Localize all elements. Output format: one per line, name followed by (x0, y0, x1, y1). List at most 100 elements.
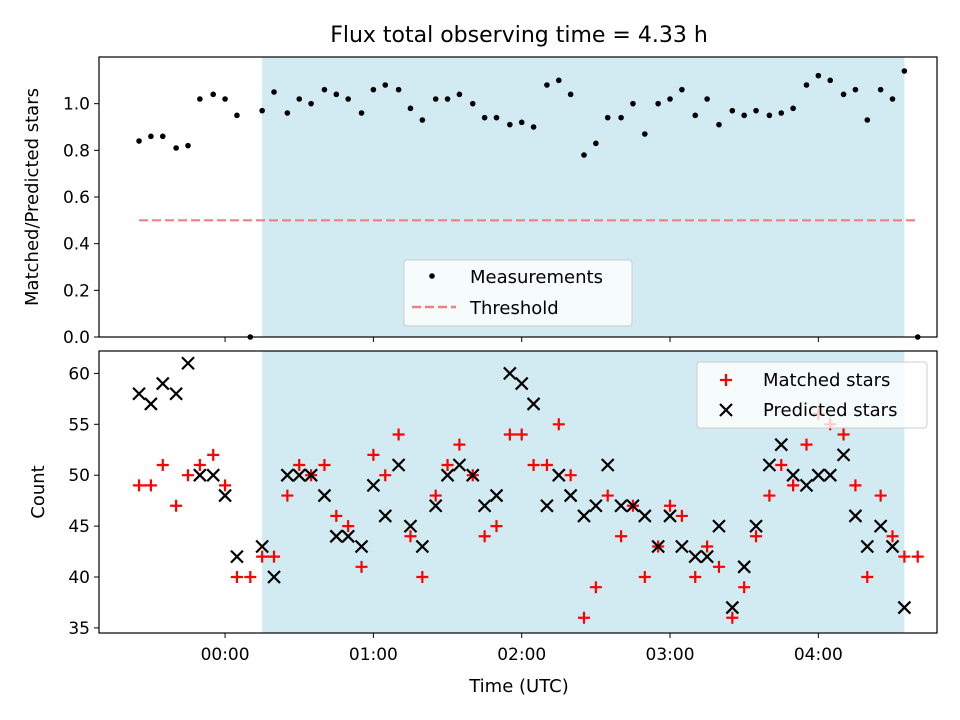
bottom-y-axis: 35 40 45 50 55 60 (68, 364, 99, 639)
measurement-point (469, 100, 476, 107)
matched-star-point (527, 459, 540, 472)
measurement-point (877, 86, 884, 93)
predicted-star-point (193, 468, 207, 482)
matched-star-point (515, 428, 528, 441)
measurement-point (766, 112, 773, 119)
measurement-point (889, 96, 896, 102)
matched-star-point (849, 479, 862, 492)
predicted-star-point (577, 509, 591, 523)
y-tick-label: 0.2 (63, 281, 90, 301)
matched-star-point (763, 489, 776, 502)
predicted-star-point (600, 458, 615, 472)
measurement-point (803, 82, 810, 88)
measurement-point (382, 82, 389, 88)
predicted-star-point (675, 539, 689, 554)
predicted-star-point (181, 356, 195, 370)
measurement-point (667, 96, 673, 102)
matched-star-point (156, 459, 169, 472)
predicted-star-point (267, 570, 281, 584)
matched-star-point (367, 448, 380, 461)
matched-star-point (429, 489, 442, 502)
x-axis-label: Time (UTC) (468, 676, 569, 697)
predicted-star-point (836, 448, 851, 462)
measurement-point (159, 133, 166, 140)
top-y-axis-label: Matched/Predicted stars (22, 88, 43, 306)
predicted-star-point (885, 539, 900, 554)
measurement-point (581, 152, 587, 158)
predicted-star-point (799, 478, 814, 493)
bottom-panel: 35 40 45 50 55 60 00:00 01:00 02:00 03:00 04:00 C… (28, 350, 938, 697)
measurement-point (419, 117, 426, 123)
predicted-star-point (144, 397, 158, 411)
measurement-point (234, 112, 240, 119)
matched-star-point (638, 571, 651, 584)
matched-star-point (861, 571, 874, 584)
matched-star-point (170, 499, 183, 512)
predicted-star-point (514, 376, 529, 391)
y-tick-label: 1.0 (63, 95, 90, 115)
matched-star-point (675, 509, 688, 522)
predicted-star-point (292, 468, 307, 482)
y-tick-label: 0.8 (63, 141, 90, 161)
matched-star-point (133, 479, 146, 492)
measurement-point (630, 100, 636, 107)
matched-star-point (540, 459, 553, 472)
matched-star-point (564, 469, 577, 482)
matched-star-point (689, 571, 702, 584)
measurement-point (901, 68, 908, 74)
predicted-star-point (848, 509, 863, 523)
matched-star-point (256, 550, 269, 563)
measurement-point (604, 114, 611, 121)
legend-matched-marker (720, 374, 732, 386)
measurement-point (840, 91, 847, 98)
predicted-star-point (725, 600, 740, 615)
matched-star-point (750, 530, 763, 543)
predicted-star-point (132, 386, 146, 401)
predicted-star-point (230, 549, 244, 564)
legend-measurement-marker (429, 273, 435, 279)
predicted-star-point (552, 468, 566, 482)
matched-star-point (664, 499, 677, 512)
matched-star-point (911, 550, 924, 563)
measurement-point (271, 89, 277, 95)
y-tick-label: 50 (68, 466, 90, 486)
measurement-point (148, 133, 154, 140)
matched-star-point (181, 469, 194, 482)
measurement-point (567, 91, 574, 98)
predicted-star-point (638, 509, 652, 523)
bottom-marks (132, 356, 924, 624)
matched-star-point (392, 428, 405, 441)
matched-star-point (615, 530, 628, 543)
predicted-star-point (774, 437, 789, 452)
predicted-star-point (169, 386, 183, 401)
matched-star-point (441, 459, 454, 472)
measurement-point (481, 114, 488, 121)
predicted-star-point (749, 519, 763, 533)
matched-star-point (701, 540, 714, 553)
predicted-star-point (737, 560, 751, 574)
top-panel: 0.0 0.2 0.4 0.6 0.8 1.0 Matched/Predicted sta… (22, 56, 938, 348)
matched-star-point (775, 459, 788, 472)
predicted-star-point (860, 539, 875, 554)
matched-star-point (144, 479, 157, 492)
measurement-point (753, 107, 759, 114)
bottom-x-axis: 00:00 01:00 02:00 03:00 04:00 (201, 633, 843, 665)
predicted-star-point (540, 498, 554, 513)
matched-star-point (800, 438, 813, 451)
legend-matched-label: Matched stars (763, 370, 890, 391)
predicted-star-point (465, 468, 480, 482)
top-y-axis: 0.0 0.2 0.4 0.6 0.8 1.0 (63, 95, 99, 348)
predicted-star-point (155, 376, 170, 391)
measurement-point (185, 142, 191, 149)
matched-star-point (293, 459, 306, 472)
matched-star-point (404, 530, 417, 543)
predicted-star-point (712, 519, 726, 533)
predicted-star-point (811, 468, 826, 482)
matched-star-point (207, 448, 220, 461)
measurement-point (593, 140, 599, 147)
matched-star-point (490, 520, 503, 533)
predicted-star-point (218, 488, 232, 503)
matched-star-point (330, 509, 343, 522)
predicted-star-point (700, 549, 714, 564)
measurement-point (358, 110, 365, 116)
